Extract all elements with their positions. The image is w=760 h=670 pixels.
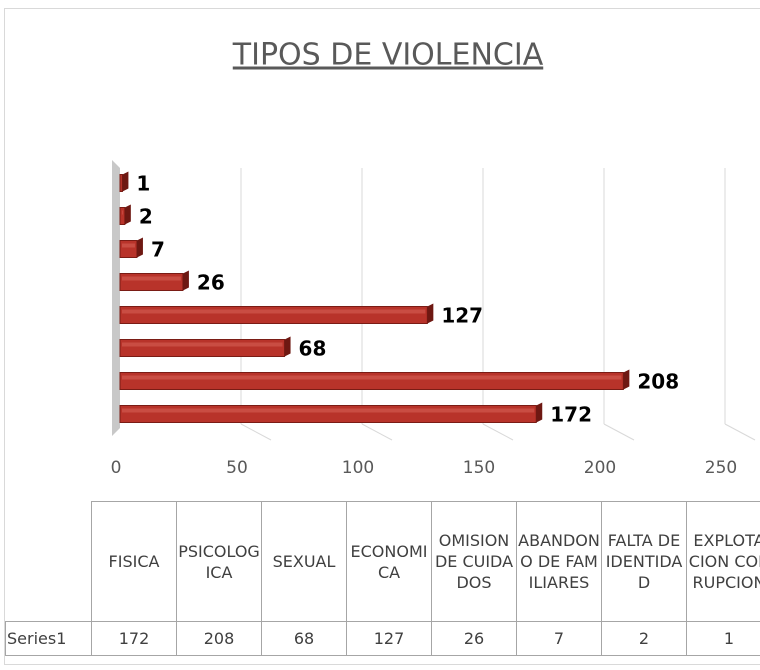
- bar-end: [182, 270, 189, 291]
- bar: [119, 207, 126, 225]
- bar-end: [427, 303, 434, 324]
- grid-line-floor: [240, 423, 272, 441]
- bar: [119, 372, 624, 390]
- value-label: 2: [139, 205, 153, 229]
- value-label: 68: [299, 337, 327, 361]
- table-category: SEXUAL: [261, 501, 347, 622]
- bar: [119, 306, 428, 324]
- bar-end: [284, 336, 291, 357]
- value-label: 7: [151, 238, 165, 262]
- table-category: FALTA DE IDENTIDAD: [601, 501, 687, 622]
- bar-highlight: [122, 210, 123, 215]
- x-tick-label: 150: [463, 458, 495, 478]
- bar-highlight: [122, 243, 135, 248]
- value-label: 26: [197, 271, 225, 295]
- bar: [119, 273, 184, 291]
- bar-highlight: [122, 276, 181, 281]
- x-tick-label: 0: [111, 458, 122, 478]
- table-category: FISICA: [91, 501, 177, 622]
- chart-title: TIPOS DE VIOLENCIA: [232, 38, 544, 73]
- grid-line-floor: [361, 423, 393, 441]
- x-tick-label: 50: [226, 458, 248, 478]
- value-label: 1: [136, 172, 150, 196]
- bar-end: [536, 402, 543, 423]
- bar: [119, 405, 537, 423]
- chart-frame: [4, 8, 760, 665]
- grid-line-floor: [482, 423, 514, 441]
- x-tick-label: 100: [342, 458, 374, 478]
- bar-highlight: [122, 375, 622, 380]
- grid-line-floor: [724, 423, 756, 441]
- table-category: PSICOLOGICA: [176, 501, 262, 622]
- table-value: 1: [686, 621, 760, 656]
- wall: [112, 160, 120, 436]
- value-label: 172: [550, 403, 592, 427]
- grid-line-floor: [603, 423, 635, 441]
- bar-highlight: [122, 342, 283, 347]
- table-category: EXPLOTACION CORRUPCION: [686, 501, 760, 622]
- table-category: OMISION DE CUIDADOS: [431, 501, 517, 622]
- bar-end: [122, 171, 129, 192]
- table-value: 26: [431, 621, 517, 656]
- bar-highlight: [122, 408, 535, 413]
- table-value: 127: [346, 621, 432, 656]
- bar-highlight: [122, 309, 426, 314]
- bar-end: [623, 369, 630, 390]
- bar: [119, 339, 286, 357]
- table-category: ECONOMICA: [346, 501, 432, 622]
- table-series-name: Series1: [5, 621, 92, 656]
- table-value: 7: [516, 621, 602, 656]
- bar: [119, 174, 123, 192]
- table-value: 208: [176, 621, 262, 656]
- x-tick-label: 200: [584, 458, 616, 478]
- value-label: 127: [441, 304, 483, 328]
- x-tick-label: 250: [705, 458, 737, 478]
- table-value: 172: [91, 621, 177, 656]
- bar-end: [136, 237, 143, 258]
- table-value: 2: [601, 621, 687, 656]
- table-category: ABANDONO DE FAMILIARES: [516, 501, 602, 622]
- bar-end: [124, 204, 131, 225]
- bar: [119, 240, 138, 258]
- value-label: 208: [637, 370, 679, 394]
- table-value: 68: [261, 621, 347, 656]
